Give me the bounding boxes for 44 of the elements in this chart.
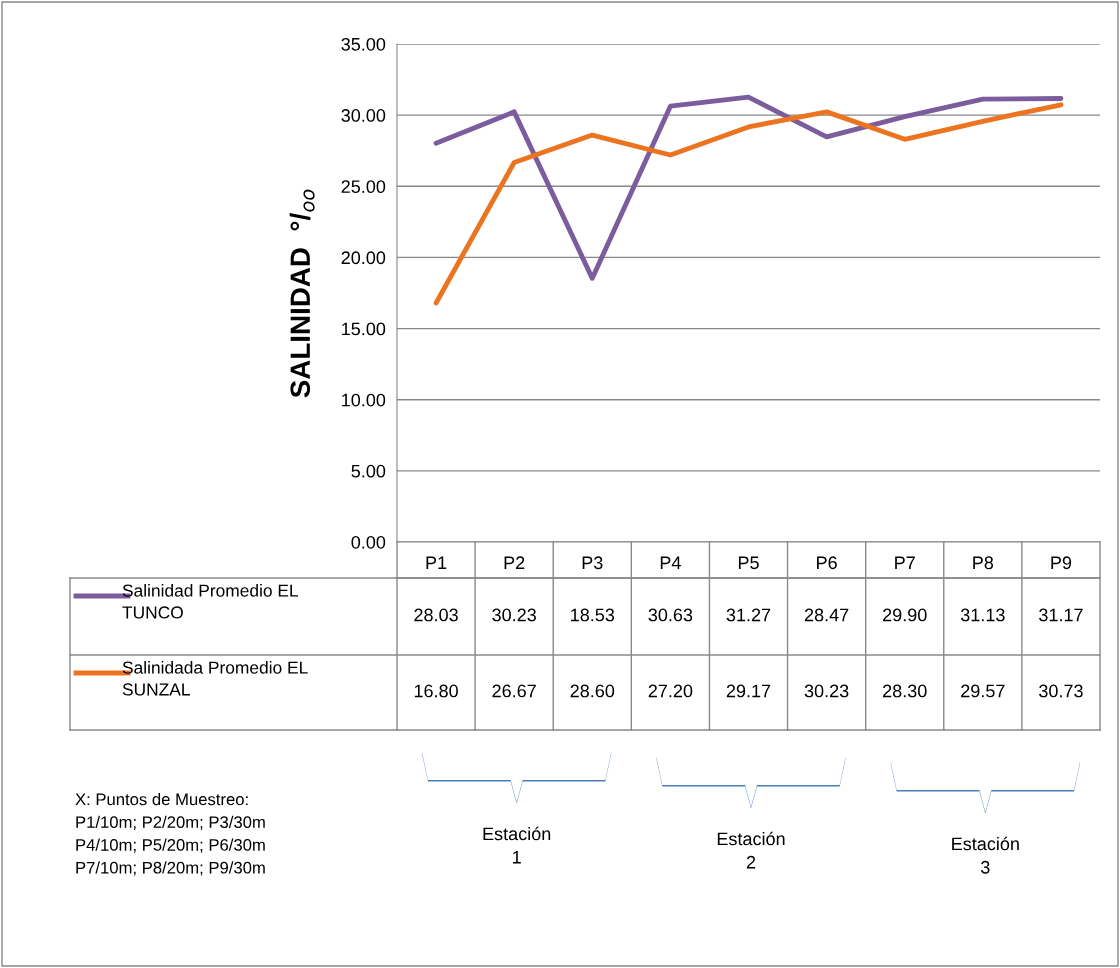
y-tick-label: 5.00	[351, 464, 386, 478]
x-tick-label: P3	[582, 556, 603, 570]
data-label: 16.80	[414, 684, 458, 698]
text: X: Puntos de Muestreo: P1/10m; P2/20m; P3/30m P4/10m; P5/20m; P6/30m P7/10m; P8/20m; P9/30m	[75, 793, 265, 876]
y-tick-label: 25.00	[341, 180, 386, 194]
x-tick-label: P1	[426, 556, 447, 569]
x-tick-label: P5	[738, 556, 759, 570]
data-label: 30.73	[1039, 684, 1083, 698]
text: Estación 2	[717, 831, 785, 869]
y-tick-label: 20.00	[341, 251, 386, 265]
data-label: 28.60	[570, 684, 615, 698]
y-tick-label: 15.00	[342, 322, 386, 336]
x-tick-label: P7	[895, 556, 915, 569]
data-label: 30.63	[648, 608, 693, 622]
data-label: 29.57	[961, 684, 1005, 698]
line-series	[433, 102, 1064, 306]
data-label: 29.90	[883, 608, 927, 622]
data-label: 31.27	[726, 608, 771, 622]
x-tick-label: P8	[973, 556, 994, 570]
y-axis-title: SALINIDAD °/$_{oo}$	[289, 189, 315, 398]
data-label: 28.03	[414, 608, 458, 622]
legend-label: Salinidad Promedio EL TUNCO	[122, 584, 299, 619]
data-label: 28.47	[804, 608, 849, 622]
x-tick-label: P2	[504, 556, 525, 569]
data-label: 27.20	[648, 684, 693, 698]
x-tick-label: P4	[660, 556, 681, 569]
data-label: 18.53	[571, 608, 615, 622]
x-tick-label: P6	[817, 556, 837, 570]
data-label: 30.23	[804, 684, 849, 698]
x-tick-label: P9	[1051, 556, 1072, 570]
y-tick-label: 0.00	[351, 535, 386, 549]
data-label: 30.23	[492, 608, 536, 622]
y-tick-label: 30.00	[341, 109, 386, 122]
data-label: 31.17	[1039, 608, 1083, 622]
text: Estación 1	[483, 826, 551, 864]
data-label: 26.67	[492, 684, 536, 698]
data-label: 28.30	[883, 684, 927, 698]
data-label: 31.13	[960, 608, 1005, 622]
data-label: 29.17	[726, 684, 771, 698]
legend-label: Salinidada Promedio EL SUNZAL	[122, 661, 308, 696]
y-tick-label: 10.00	[342, 393, 386, 407]
text: Estación 3	[952, 836, 1019, 874]
y-tick-label: 35.00	[341, 37, 386, 51]
line-series	[433, 94, 1064, 281]
